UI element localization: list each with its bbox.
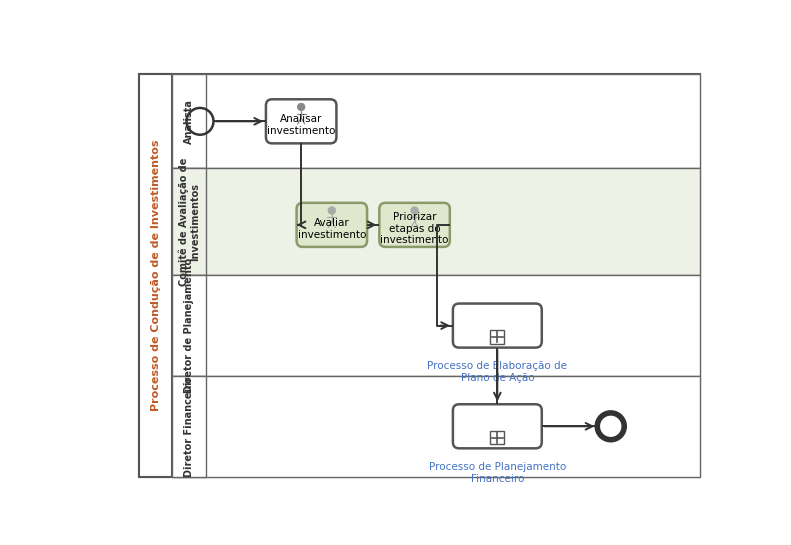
Circle shape bbox=[411, 207, 418, 214]
Bar bbox=[172, 74, 699, 168]
Text: Diretor Financeiro: Diretor Financeiro bbox=[184, 376, 195, 476]
Bar bbox=[490, 330, 505, 344]
Bar bbox=[172, 168, 206, 275]
FancyBboxPatch shape bbox=[297, 203, 367, 247]
FancyBboxPatch shape bbox=[453, 304, 542, 348]
Text: Processo de Elaboração de
Plano de Ação: Processo de Elaboração de Plano de Ação bbox=[427, 361, 567, 383]
Text: Comitê de Avaliação de
Investimentos: Comitê de Avaliação de Investimentos bbox=[178, 158, 200, 286]
Bar bbox=[138, 74, 172, 477]
Bar bbox=[172, 376, 699, 477]
Text: Processo de Planejamento
Financeiro: Processo de Planejamento Financeiro bbox=[429, 462, 566, 484]
Bar bbox=[172, 168, 699, 275]
Bar bbox=[490, 431, 505, 445]
Circle shape bbox=[297, 103, 305, 111]
Bar bbox=[172, 74, 206, 168]
Text: Priorizar
etapas do
investimento: Priorizar etapas do investimento bbox=[380, 212, 448, 245]
Bar bbox=[172, 275, 206, 376]
FancyBboxPatch shape bbox=[380, 203, 450, 247]
FancyBboxPatch shape bbox=[266, 99, 336, 143]
Text: Diretor de Planejamento: Diretor de Planejamento bbox=[184, 258, 195, 393]
Circle shape bbox=[328, 207, 335, 214]
FancyBboxPatch shape bbox=[453, 404, 542, 449]
Text: Analisar
investimento: Analisar investimento bbox=[267, 114, 335, 136]
Text: Avaliar
investimento: Avaliar investimento bbox=[297, 218, 366, 239]
Text: Processo de Condução de de Investimentos: Processo de Condução de de Investimentos bbox=[150, 140, 161, 411]
Bar bbox=[172, 275, 699, 376]
Text: Analista: Analista bbox=[184, 99, 195, 143]
Bar bbox=[172, 376, 206, 477]
